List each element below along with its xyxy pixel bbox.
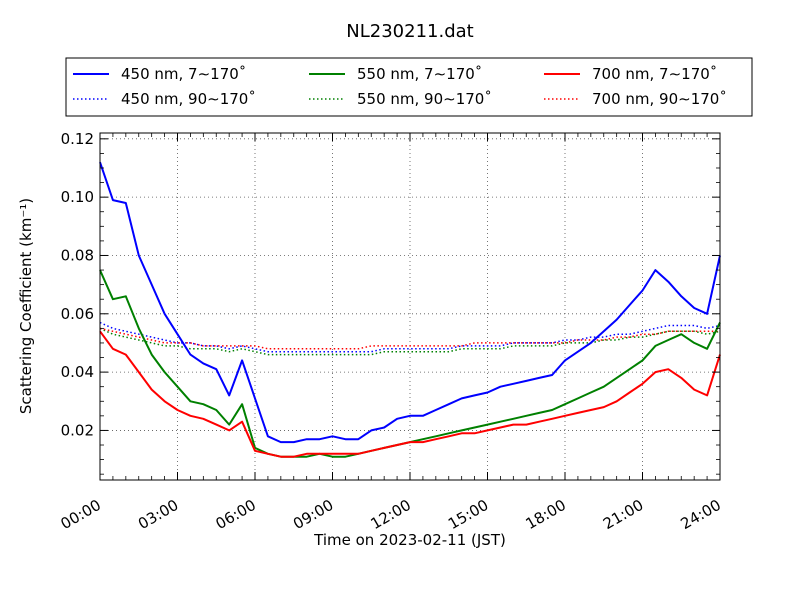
y-tick-label: 0.04 <box>61 363 94 381</box>
chart-title: NL230211.dat <box>346 21 473 42</box>
grid <box>100 133 720 480</box>
legend-label-3: 450 nm, 90∼170˚ <box>121 90 256 108</box>
x-axis-label: Time on 2023-02-11 (JST) <box>313 531 506 549</box>
legend-box <box>65 57 753 117</box>
y-axis-label: Scattering Coefficient (km⁻¹) <box>17 198 35 414</box>
legend-label-0: 450 nm, 7∼170˚ <box>121 65 246 83</box>
series-line-5 <box>99 327 720 350</box>
legend-label-1: 550 nm, 7∼170˚ <box>357 65 482 83</box>
y-tick-label: 0.10 <box>61 188 94 206</box>
legend-label-4: 550 nm, 90∼170˚ <box>357 90 492 108</box>
y-tick-label: 0.06 <box>61 305 94 323</box>
legend: 450 nm, 7∼170˚ 550 nm, 7∼170˚ 700 nm, 7∼17… <box>65 57 753 117</box>
series-lines <box>99 161 721 458</box>
legend-label-5: 700 nm, 90∼170˚ <box>592 90 727 108</box>
y-tick-label: 0.08 <box>61 246 94 264</box>
y-tick-label: 0.02 <box>61 421 94 439</box>
series-line-2 <box>99 330 721 458</box>
legend-label-2: 700 nm, 7∼170˚ <box>592 65 717 83</box>
y-tick-label: 0.12 <box>61 130 94 148</box>
series-line-0 <box>99 161 721 444</box>
